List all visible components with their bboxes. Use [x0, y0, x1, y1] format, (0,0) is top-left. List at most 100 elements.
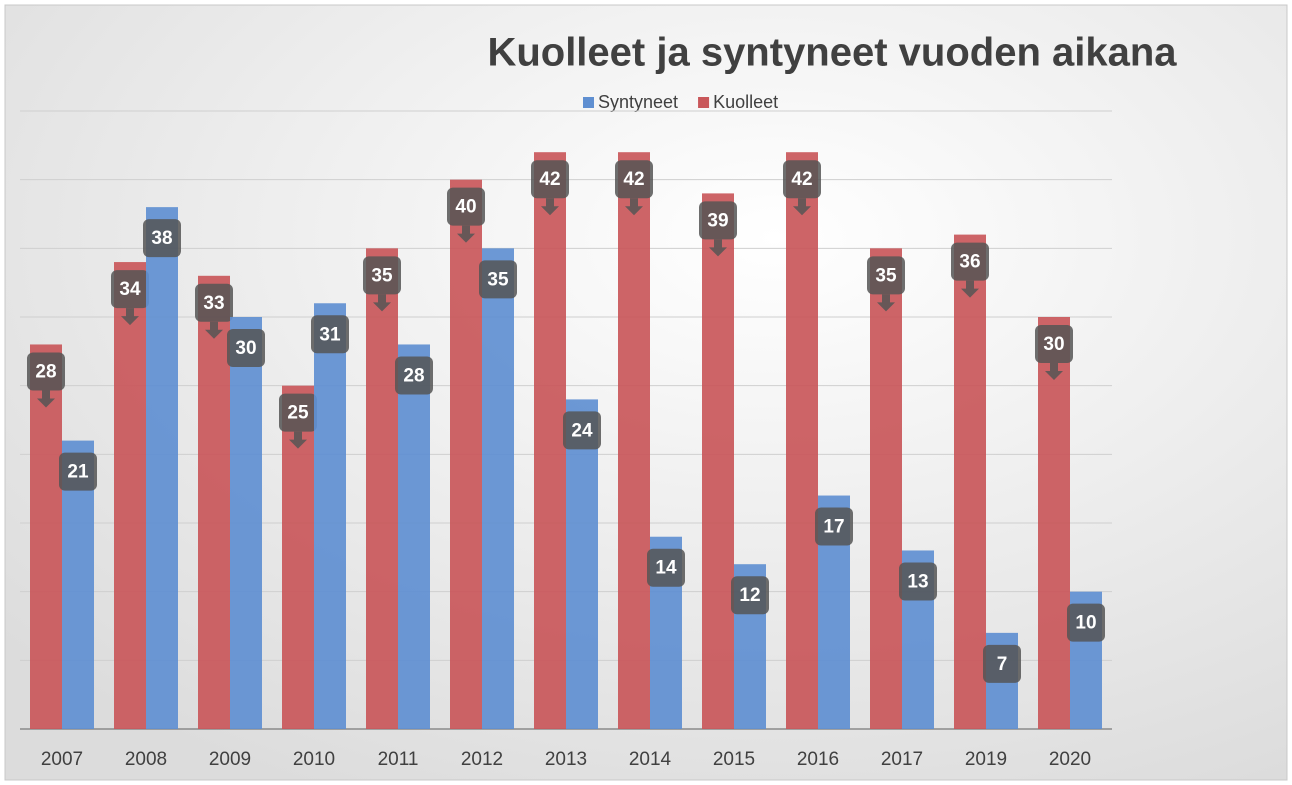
bar: [398, 344, 430, 729]
data-label-arrow: [709, 239, 727, 257]
data-label: 34: [119, 279, 141, 300]
data-label-box: [815, 507, 853, 546]
bar: [786, 152, 818, 729]
bar: [534, 152, 566, 729]
legend: Syntyneet Kuolleet: [583, 92, 778, 112]
data-label-arrow: [541, 198, 559, 216]
x-tick-label: 2013: [545, 749, 587, 770]
x-tick-label: 2020: [1049, 749, 1091, 770]
x-tick-label: 2016: [797, 749, 839, 770]
x-tick-label: 2011: [378, 749, 419, 770]
data-label: 38: [151, 228, 172, 249]
data-label-box: [311, 315, 349, 354]
bar: [618, 152, 650, 729]
data-label-box: [143, 219, 181, 258]
legend-swatch: [698, 97, 710, 108]
data-label-arrow: [37, 390, 55, 408]
bar: [146, 207, 178, 730]
x-tick-label: 2012: [461, 749, 503, 770]
data-label-box: [227, 329, 265, 367]
x-tick-label: 2014: [629, 749, 672, 770]
data-label: 30: [1043, 334, 1064, 355]
bar: [366, 248, 398, 730]
x-tick-label: 2009: [209, 749, 251, 770]
data-label: 13: [907, 571, 928, 592]
data-label-arrow: [961, 280, 979, 298]
x-tick-label: 2017: [881, 749, 923, 770]
data-label-box: [279, 393, 317, 432]
data-label: 39: [707, 210, 728, 231]
data-label-box: [615, 160, 653, 199]
data-label-box: [363, 256, 401, 295]
bar: [1038, 317, 1070, 729]
data-label: 33: [203, 293, 224, 314]
data-label-box: [783, 160, 821, 199]
bar: [870, 248, 902, 730]
data-label-box: [111, 270, 149, 309]
data-label-box: [563, 411, 601, 450]
bar: [702, 193, 734, 729]
data-label-box: [395, 356, 433, 395]
data-label-arrow: [877, 294, 895, 312]
bar: [954, 234, 986, 729]
data-label: 42: [623, 169, 644, 190]
data-label-arrow: [121, 308, 139, 326]
data-label: 35: [371, 265, 393, 286]
x-tick-label: 2010: [293, 749, 335, 770]
data-label: 12: [739, 585, 760, 606]
data-label-arrow: [625, 198, 643, 216]
data-label: 35: [875, 265, 897, 286]
bar: [114, 262, 146, 729]
data-label-box: [27, 352, 65, 391]
legend-swatch: [583, 97, 594, 108]
data-label-box: [867, 256, 905, 295]
data-label: 28: [403, 365, 424, 386]
x-tick-label: 2019: [965, 749, 1007, 770]
data-label-box: [951, 242, 989, 281]
data-label: 28: [35, 361, 56, 382]
data-label-box: [647, 548, 685, 587]
data-label: 42: [539, 169, 560, 190]
bar: [450, 179, 482, 729]
bar: [314, 303, 346, 729]
chart-title: Kuolleet ja syntyneet vuoden aikana: [487, 31, 1177, 75]
data-label-box: [731, 576, 769, 615]
data-label-arrow: [1045, 363, 1063, 380]
data-label-arrow: [457, 225, 475, 243]
data-label: 25: [287, 403, 309, 424]
data-label-box: [447, 187, 485, 226]
bar: [566, 399, 598, 729]
legend-label: Kuolleet: [713, 92, 778, 112]
data-label-arrow: [373, 294, 391, 312]
data-label-box: [899, 562, 937, 601]
data-label: 14: [655, 558, 677, 579]
data-label: 7: [997, 654, 1008, 675]
x-tick-label: 2008: [125, 749, 167, 770]
data-label-box: [983, 644, 1021, 683]
data-label-box: [59, 452, 97, 491]
data-label: 31: [319, 324, 341, 345]
x-tick-label: 2015: [713, 749, 755, 770]
data-label-arrow: [793, 198, 811, 216]
data-label-box: [1035, 325, 1073, 363]
bar: [30, 344, 62, 729]
data-label: 40: [455, 197, 476, 218]
data-label: 21: [67, 462, 89, 483]
bar: [198, 275, 230, 729]
data-label-box: [699, 201, 737, 240]
bar: [482, 248, 514, 730]
data-label-box: [531, 160, 569, 199]
data-label: 35: [487, 269, 509, 290]
bar: [230, 317, 262, 729]
data-label-box: [479, 260, 517, 299]
data-label-box: [195, 283, 233, 322]
data-label-arrow: [205, 321, 223, 339]
data-label: 36: [959, 252, 980, 273]
data-label: 24: [571, 420, 593, 441]
data-label: 42: [791, 169, 812, 190]
data-label: 10: [1075, 613, 1096, 634]
x-tick-label: 2007: [41, 749, 83, 770]
legend-label: Syntyneet: [598, 92, 678, 112]
